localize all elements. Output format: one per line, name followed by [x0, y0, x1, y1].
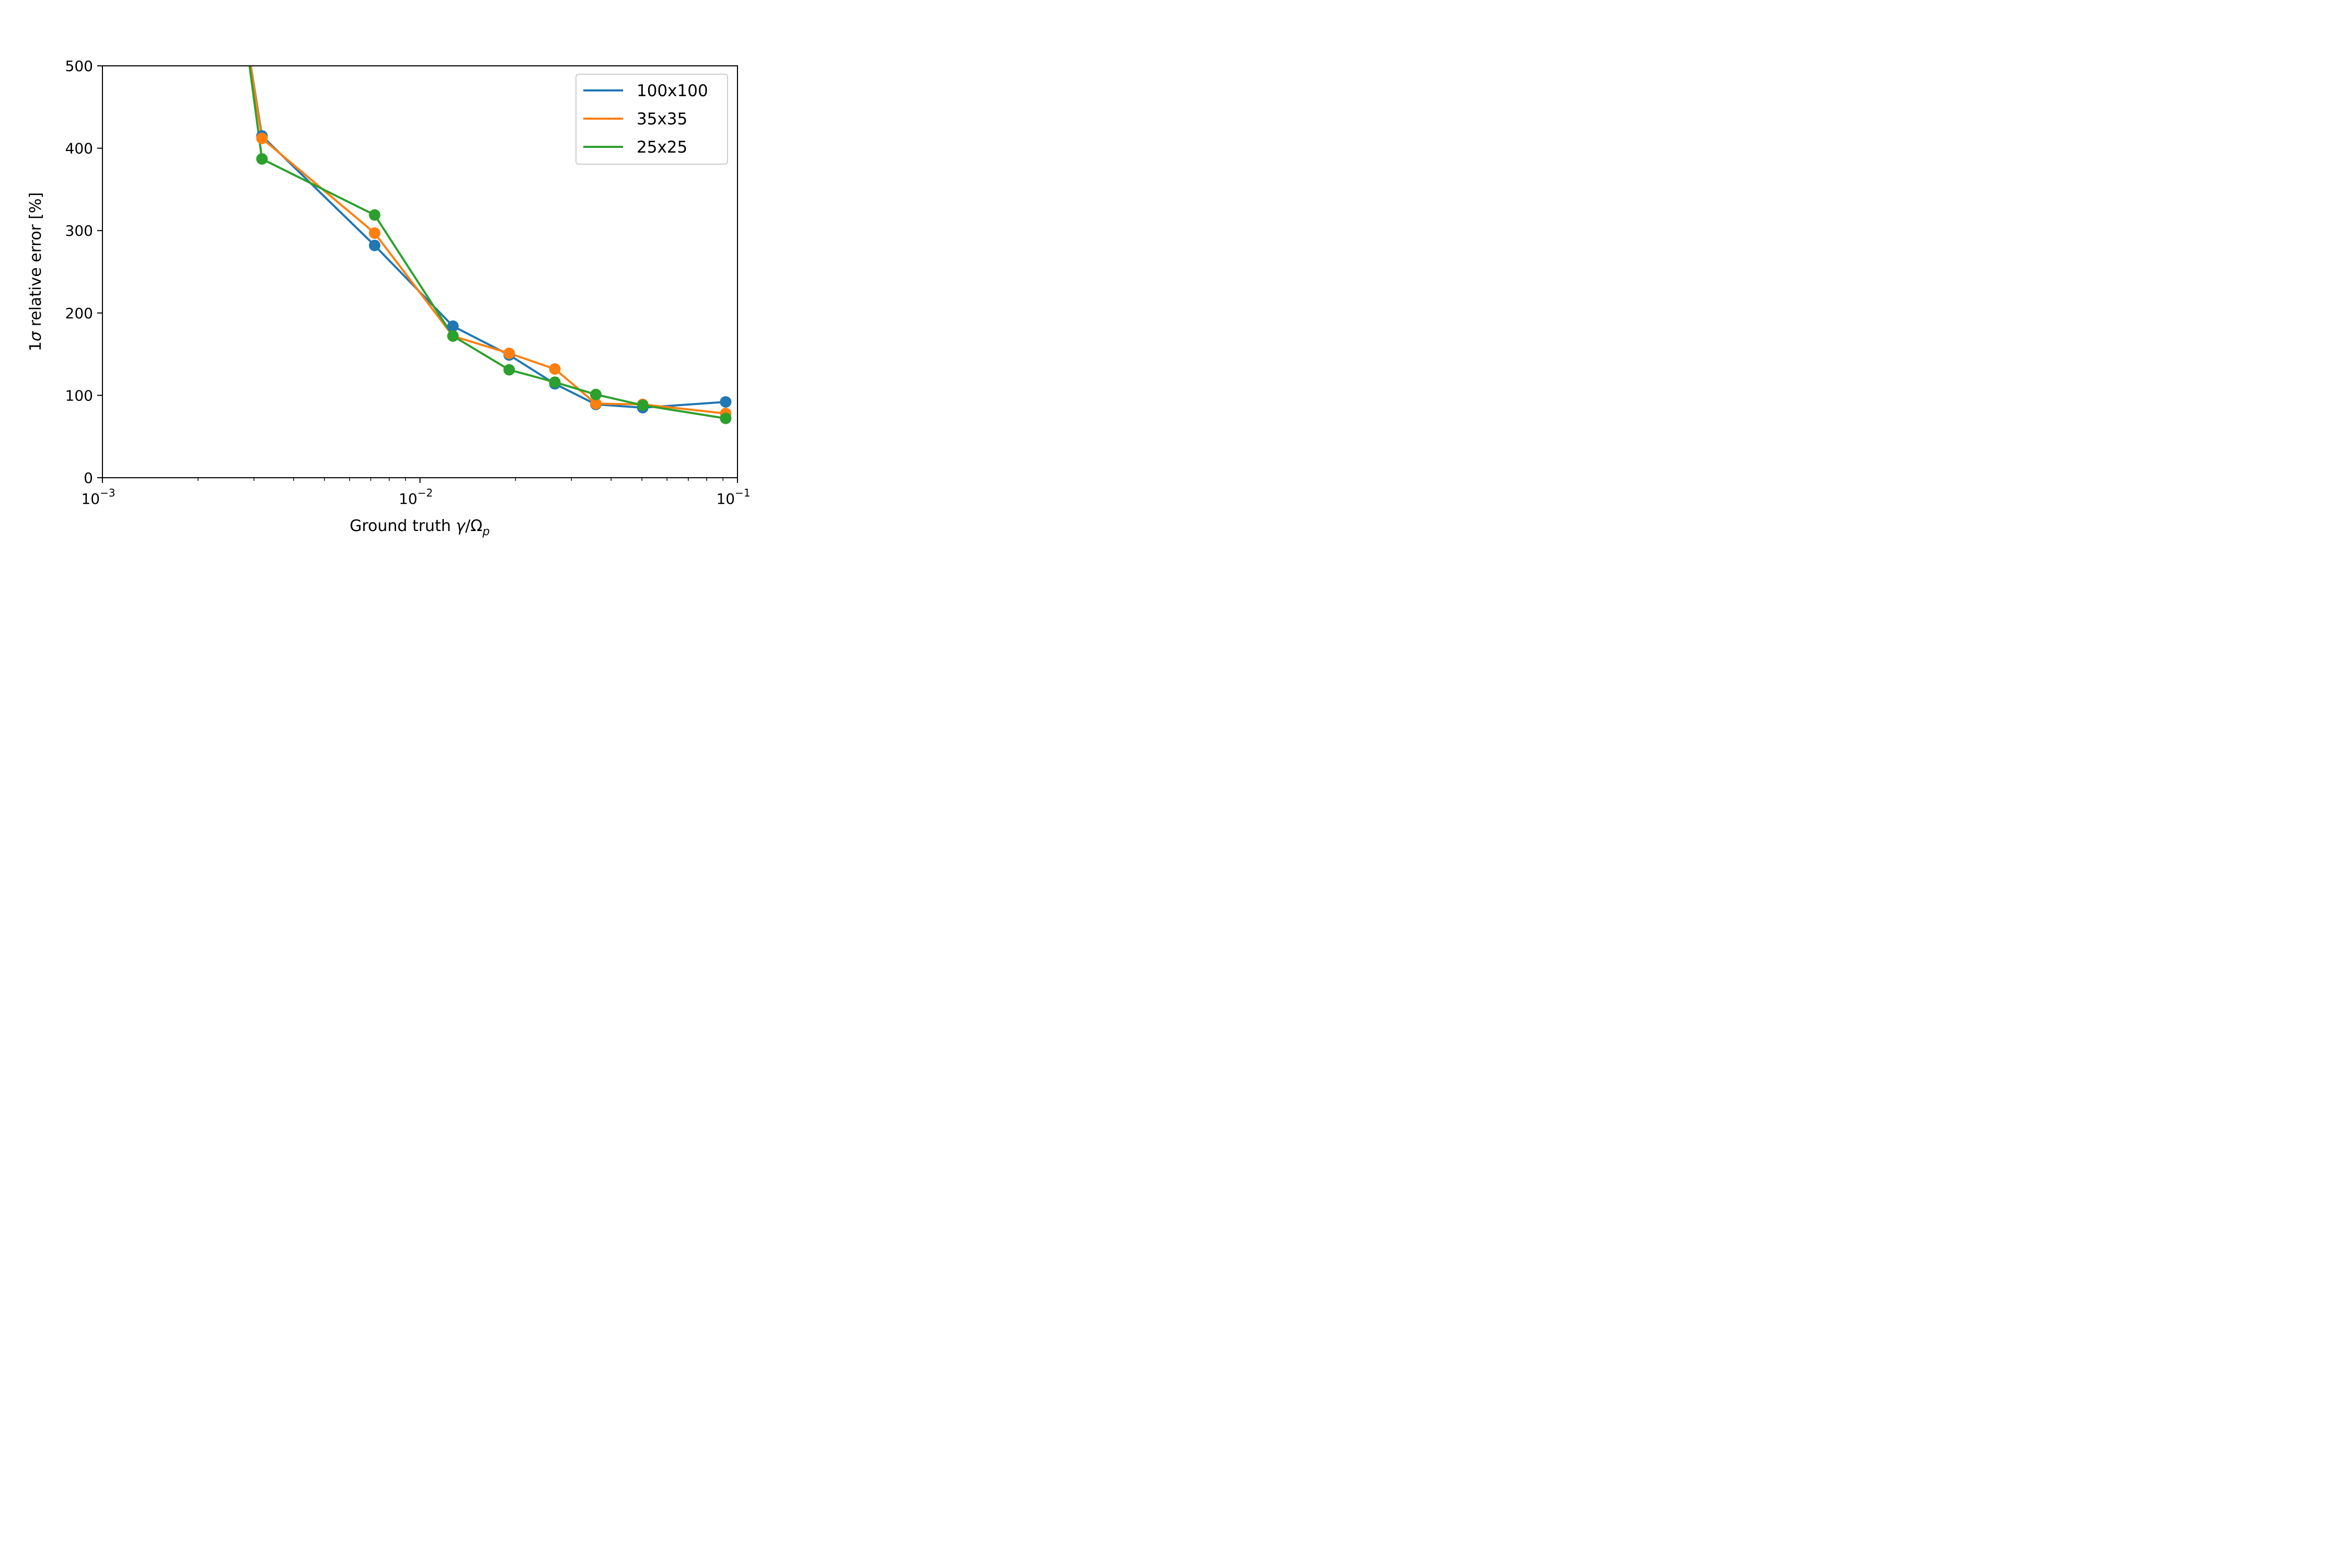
x-tick-label-base: 10: [716, 490, 735, 508]
x-tick-label-exponent: −2: [418, 487, 433, 499]
data-point-25x25-8: [720, 412, 732, 424]
x-tick-label-exponent: −3: [100, 487, 115, 499]
y-tick-label-200: 200: [65, 305, 93, 322]
y-tick-label-300: 300: [65, 222, 93, 239]
legend: 100x100 35x35 25x25: [575, 74, 728, 165]
data-point-25x25-1: [256, 153, 268, 165]
legend-entries: 100x100 35x35 25x25: [583, 82, 708, 157]
legend-label-25x25: 25x25: [637, 138, 687, 157]
data-point-25x25-3: [447, 330, 459, 342]
data-point-25x25-7: [637, 399, 649, 411]
y-tick-label-100: 100: [65, 387, 93, 404]
data-point-35x35-2: [368, 227, 381, 239]
x-tick-label-2: 10−1: [716, 487, 750, 508]
data-point-100x100-8: [720, 396, 732, 408]
data-point-35x35-6: [590, 398, 602, 410]
y-tick-label-500: 500: [65, 57, 93, 75]
series-layer: [248, 66, 732, 424]
data-point-100x100-2: [368, 239, 381, 251]
y-axis-label: 1σ relative error [%]: [27, 192, 45, 351]
data-point-25x25-2: [368, 209, 381, 221]
x-tick-label-1: 10−2: [399, 487, 433, 508]
data-point-25x25-5: [549, 376, 561, 388]
x-tick-label-exponent: −1: [735, 487, 750, 499]
x-tick-label-0: 10−3: [81, 487, 115, 508]
y-tick-label-400: 400: [65, 140, 93, 157]
x-tick-label-base: 10: [399, 490, 418, 508]
data-point-35x35-5: [549, 363, 561, 375]
x-tick-label-base: 10: [81, 490, 100, 508]
data-point-25x25-6: [590, 388, 602, 400]
x-axis-label: Ground truth γ/Ωp: [350, 517, 490, 538]
legend-label-100x100: 100x100: [637, 82, 708, 100]
data-point-100x100-3: [447, 320, 459, 332]
data-point-25x25-4: [503, 364, 515, 376]
legend-label-35x35: 35x35: [637, 110, 687, 129]
data-point-35x35-4: [503, 348, 515, 359]
legend-box: [575, 74, 728, 165]
y-tick-label-0: 0: [84, 469, 93, 487]
data-point-35x35-1: [256, 132, 268, 144]
